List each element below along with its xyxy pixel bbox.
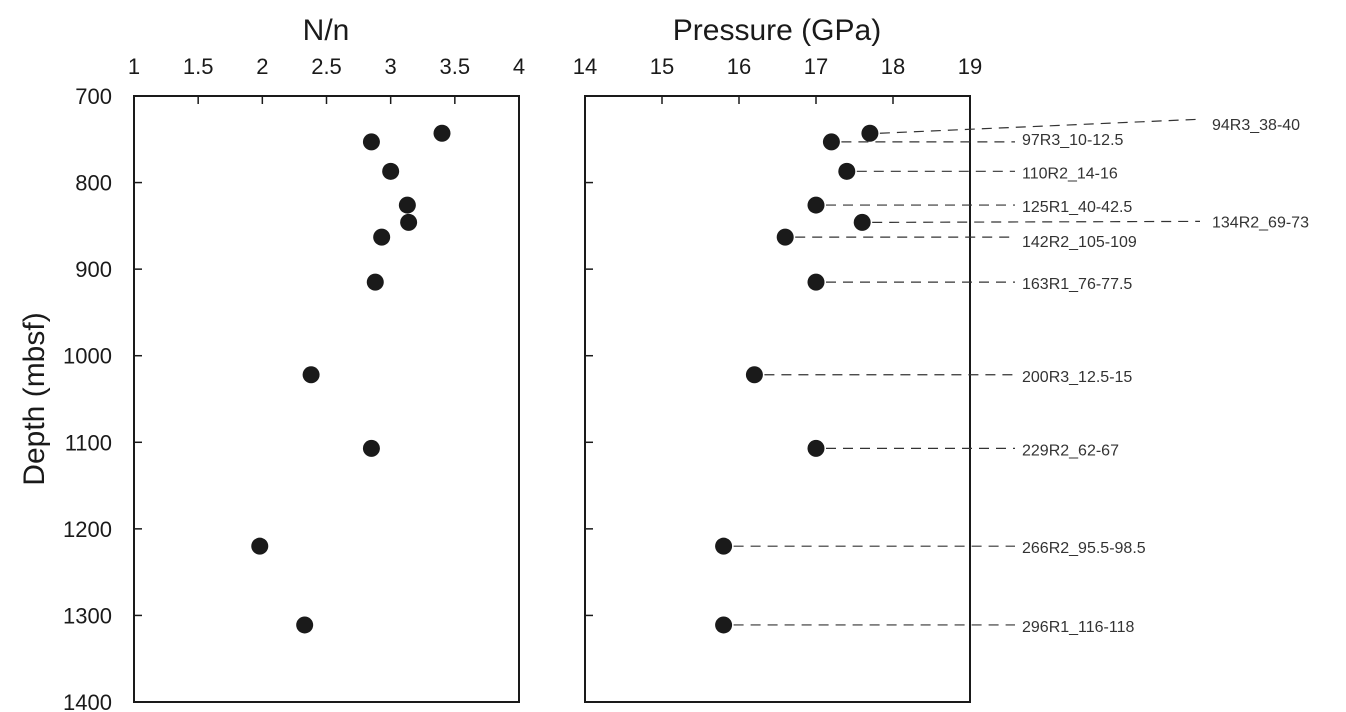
sample-label: 110R2_14-16 (1022, 165, 1118, 182)
pressure-panel: Pressure (GPa) 14 15 16 17 18 19 94R3_38-40 97… (573, 14, 1309, 703)
sample-label: 142R2_105-109 (1022, 234, 1137, 251)
nn-data-point (433, 124, 451, 142)
nn-x-tick-label: 1.5 (183, 54, 214, 79)
depth-y-tick-label: 900 (75, 257, 112, 282)
nn-data-point (400, 213, 418, 231)
depth-axis-title: Depth (mbsf) (18, 312, 51, 485)
nn-data-point (398, 196, 416, 214)
pressure-x-tick-label: 14 (573, 54, 597, 79)
nn-x-tick-label: 2.5 (311, 54, 342, 79)
nn-x-tick-label: 4 (513, 54, 525, 79)
pressure-data-point (715, 616, 733, 634)
pressure-data-point (807, 196, 825, 214)
pressure-x-tick-label: 16 (727, 54, 751, 79)
pressure-data-point (807, 273, 825, 291)
sample-label: 134R2_69-73 (1212, 214, 1309, 231)
nn-panel: N/n 1 1.5 2 2.5 3 3.5 4 700 800 900 1000 1100 1200 1… (63, 14, 525, 712)
sample-label: 163R1_76-77.5 (1022, 276, 1132, 293)
sample-label: 266R2_95.5-98.5 (1022, 540, 1146, 557)
nn-x-tick-label: 3 (385, 54, 397, 79)
nn-plot-frame (133, 95, 520, 703)
pressure-data-point (745, 366, 763, 384)
depth-y-tick-label: 1000 (63, 344, 112, 369)
pressure-data-point (822, 133, 840, 151)
sample-leader-line (872, 220, 1201, 223)
sample-label: 97R3_10-12.5 (1022, 132, 1124, 149)
nn-data-point (362, 133, 380, 151)
nn-x-tick-label: 1 (128, 54, 140, 79)
pressure-data-point (776, 228, 794, 246)
depth-y-tick-label: 1300 (63, 603, 112, 628)
pressure-data-point (838, 162, 856, 180)
nn-data-point (366, 273, 384, 291)
nn-data-point (362, 439, 380, 457)
pressure-x-tick-label: 18 (881, 54, 905, 79)
pressure-data-point (861, 124, 879, 142)
depth-y-tick-label: 1100 (65, 430, 112, 455)
pressure-data-point (853, 213, 871, 231)
depth-y-tick-label: 1400 (63, 690, 112, 712)
pressure-data-point (715, 537, 733, 555)
pressure-x-tick-label: 19 (958, 54, 982, 79)
nn-x-tick-label: 3.5 (440, 54, 471, 79)
sample-label: 296R1_116-118 (1022, 619, 1134, 636)
nn-data-point (296, 616, 314, 634)
nn-axis-title: N/n (303, 14, 350, 47)
sample-label: 125R1_40-42.5 (1022, 199, 1132, 216)
sample-label: 229R2_62-67 (1022, 442, 1119, 459)
pressure-data-point (807, 439, 825, 457)
pressure-x-tick-label: 15 (650, 54, 674, 79)
depth-y-tick-label: 700 (75, 84, 112, 109)
pressure-plot-frame (584, 95, 971, 703)
nn-data-point (251, 537, 269, 555)
nn-x-tick-label: 2 (256, 54, 268, 79)
pressure-axis-title: Pressure (GPa) (673, 14, 881, 47)
depth-y-tick-label: 800 (75, 171, 112, 196)
sample-label: 94R3_38-40 (1212, 117, 1300, 134)
pressure-x-tick-label: 17 (804, 54, 828, 79)
depth-y-tick-label: 1200 (63, 517, 112, 542)
nn-data-point (382, 162, 400, 180)
sample-label: 200R3_12.5-15 (1022, 369, 1132, 386)
sample-leader-line (879, 118, 1201, 134)
nn-data-point (373, 228, 391, 246)
nn-data-point (302, 366, 320, 384)
